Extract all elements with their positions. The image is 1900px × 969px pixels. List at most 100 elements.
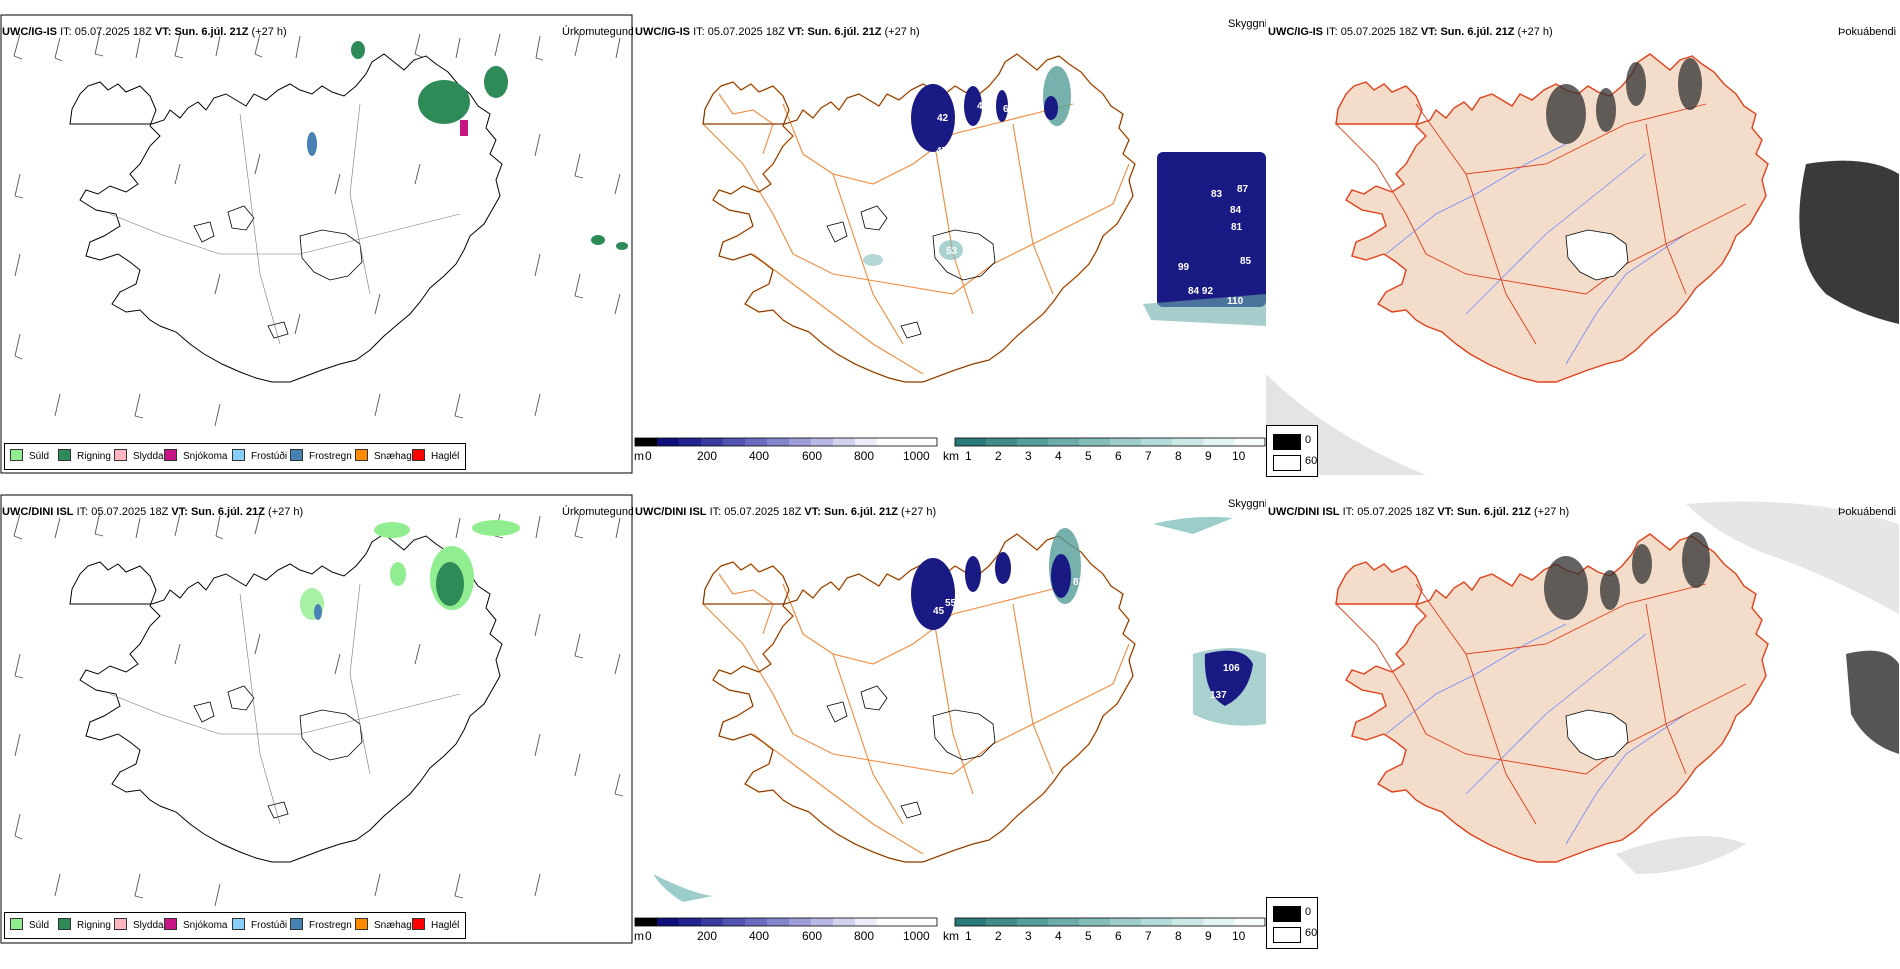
colorbar-tick: 1000 <box>903 449 930 463</box>
precip-fields <box>300 520 520 620</box>
visibility-colorbar <box>954 437 1266 447</box>
rivers <box>1385 623 1687 845</box>
cloud-panel-ig-is: 42 47 41 63 42 53 83 87 84 81 99 85 84 9… <box>633 14 1266 489</box>
cloud-value: 63 <box>1003 104 1015 115</box>
cloud-cells <box>911 528 1253 706</box>
fog-panel-ig-is: UWC/IG-IS IT: 05.07.2025 18Z VT: Sun. 6.… <box>1266 14 1899 489</box>
colorbar-tick: 5 <box>1085 929 1092 943</box>
colorbar-tick: 5 <box>1085 449 1092 463</box>
cloud-value: 55 <box>945 598 957 609</box>
colorbar-tick: 9 <box>1205 449 1212 463</box>
colorbar-tick: 3 <box>1025 929 1032 943</box>
colorbar-unit: km <box>943 449 959 463</box>
panel-title: Þokuábendi <box>1838 506 1897 518</box>
colorbar-tick: 10 <box>1232 929 1246 943</box>
fog-panel-dini: UWC/DINI ISL IT: 05.07.2025 18Z VT: Sun.… <box>1266 494 1899 969</box>
cloud-value: 42 <box>937 113 949 124</box>
fog-legend-value: 60 <box>1305 455 1318 467</box>
legend-item: Slydda <box>114 449 164 462</box>
legend-item: Frostregn <box>290 918 352 931</box>
panel-header: UWC/DINI ISL IT: 05.07.2025 18Z VT: Sun.… <box>1268 506 1570 518</box>
colorbar-tick: 1000 <box>903 929 930 943</box>
colorbar-tick: 10 <box>1232 449 1246 463</box>
cloud-value: 87 <box>1073 577 1085 588</box>
cloud-panel-dini: 55 45 49 71 53 87 106 137 <box>633 494 1266 969</box>
colorbar-tick: 600 <box>802 449 823 463</box>
rivers <box>1385 143 1687 365</box>
cloud-values: 55 45 49 71 53 87 106 137 <box>933 577 1240 701</box>
cloud-map-dini: 55 45 49 71 53 87 106 137 <box>634 516 1266 927</box>
colorbar-tick: 2 <box>995 449 1002 463</box>
precip-map-dini <box>0 494 633 944</box>
legend-item: Frostúði <box>232 918 287 931</box>
panel-header: UWC/DINI ISL IT: 05.07.2025 18Z VT: Sun.… <box>2 506 304 518</box>
colorbar-tick: 7 <box>1145 929 1152 943</box>
fog-swatch <box>1273 455 1301 471</box>
precip-panel-ig-is: UWC/IG-IS IT: 05.07.2025 18Z VT: Sun. 6.… <box>0 14 633 489</box>
cloud-value: 42 <box>1073 102 1085 113</box>
precip-legend: Súld Rigning Slydda Snjókoma Frostúði Fr… <box>4 443 466 470</box>
colorbar-tick: 6 <box>1115 929 1122 943</box>
legend-item: Frostregn <box>290 449 352 462</box>
fog-legend-value: 0 <box>1305 434 1312 446</box>
cloud-value: 41 <box>977 101 989 112</box>
cloud-value: 53 <box>1031 579 1043 590</box>
fog-legend: 0 60 <box>1266 425 1318 477</box>
cloud-value: 45 <box>933 606 945 617</box>
fog-map-ig-is <box>1266 53 1899 475</box>
colorbar-tick: 800 <box>854 929 875 943</box>
cloud-values: 42 47 41 63 42 53 83 87 84 81 99 85 84 9… <box>936 101 1252 307</box>
colorbar-tick: 0 <box>645 449 652 463</box>
legend-item: Snæhagl <box>355 918 414 931</box>
precip-legend: Súld Rigning Slydda Snjókoma Frostúði Fr… <box>4 912 466 939</box>
cloud-value: 110 <box>1227 296 1244 307</box>
cloud-value: 85 <box>1240 256 1252 267</box>
fog-swatch <box>1273 927 1301 943</box>
roads <box>702 93 1130 375</box>
cloud-value: 87 <box>1237 184 1249 195</box>
roads <box>1335 103 1747 345</box>
colorbar-tick: 8 <box>1175 929 1182 943</box>
cloud-value: 99 <box>1178 262 1190 273</box>
roads <box>702 573 1130 855</box>
panel-header: UWC/DINI ISL IT: 05.07.2025 18Z VT: Sun.… <box>635 506 937 518</box>
legend-item: Rigning <box>58 449 111 462</box>
colorbar-tick: 400 <box>749 449 770 463</box>
colorbar-tick: 6 <box>1115 449 1122 463</box>
cloud-base-colorbar <box>634 917 938 927</box>
cloud-value: 53 <box>946 246 958 257</box>
legend-item: Súld <box>10 918 49 931</box>
colorbar-unit: m <box>634 929 644 943</box>
cloud-value: 83 <box>1211 189 1223 200</box>
cloud-value: 71 <box>981 581 993 592</box>
fog-map-dini <box>1335 501 1899 874</box>
roads <box>1335 583 1747 825</box>
cloud-value: 84 92 <box>1188 286 1213 297</box>
colorbar-tick: 8 <box>1175 449 1182 463</box>
colorbar-unit: km <box>943 929 959 943</box>
colorbar-unit: m <box>634 449 644 463</box>
colorbar-tick: 9 <box>1205 929 1212 943</box>
panel-title: Úrkomutegund <box>562 506 633 518</box>
wind-barbs <box>13 31 621 427</box>
colorbar-tick: 2 <box>995 929 1002 943</box>
precip-fields <box>307 41 628 250</box>
colorbar-tick: 1 <box>965 929 972 943</box>
panel-title: Skyggni <box>1228 18 1266 30</box>
legend-item: Snjókoma <box>164 918 227 931</box>
fog-legend: 0 60 <box>1266 897 1318 949</box>
panel-header: UWC/IG-IS IT: 05.07.2025 18Z VT: Sun. 6.… <box>2 26 287 38</box>
colorbar-tick: 800 <box>854 449 875 463</box>
precip-panel-dini: UWC/DINI ISL IT: 05.07.2025 18Z VT: Sun.… <box>0 494 633 969</box>
panel-header: UWC/IG-IS IT: 05.07.2025 18Z VT: Sun. 6.… <box>1268 26 1553 38</box>
colorbar-tick: 400 <box>749 929 770 943</box>
fog-swatch <box>1273 906 1301 922</box>
roads <box>109 583 461 825</box>
colorbar-tick: 4 <box>1055 449 1062 463</box>
cloud-value: 47 <box>936 146 948 157</box>
fog-legend-value: 0 <box>1305 906 1312 918</box>
panel-title: Skyggni <box>1228 498 1266 510</box>
colorbar-tick: 3 <box>1025 449 1032 463</box>
legend-item: Snjókoma <box>164 449 227 462</box>
legend-item: Slydda <box>114 918 164 931</box>
